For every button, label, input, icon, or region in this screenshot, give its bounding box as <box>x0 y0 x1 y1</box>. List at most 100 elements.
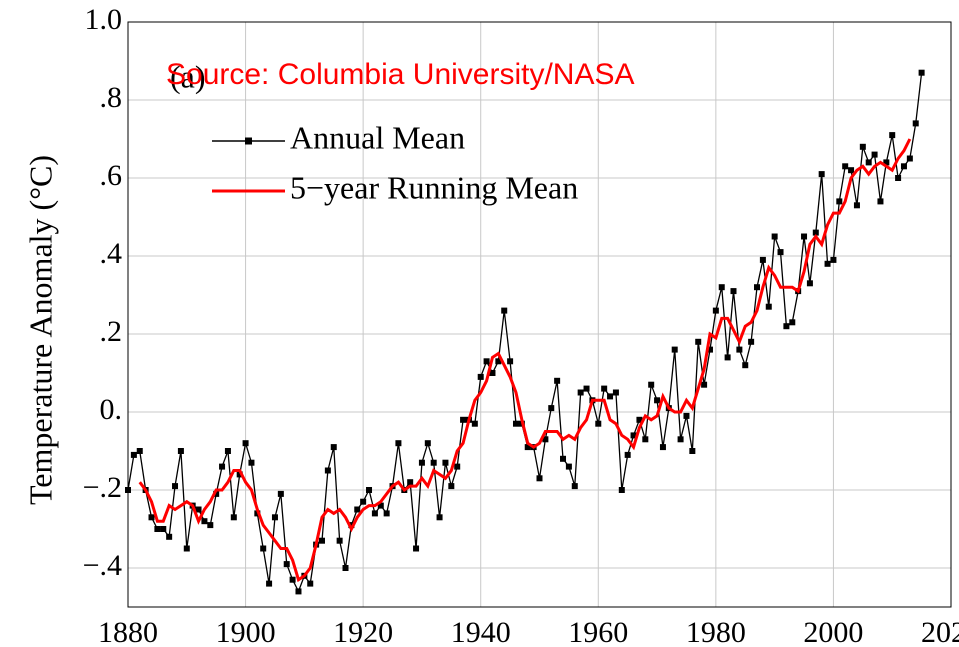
data-point <box>460 416 467 423</box>
data-point <box>495 358 502 365</box>
data-point <box>642 436 649 443</box>
data-point <box>789 319 796 326</box>
data-point <box>207 522 214 529</box>
data-point <box>342 565 349 571</box>
data-point <box>377 502 384 509</box>
data-point <box>818 171 825 178</box>
y-tick-label: .2 <box>100 315 123 348</box>
data-point <box>318 537 325 544</box>
data-point <box>759 256 766 263</box>
legend-label: Annual Mean <box>290 119 465 155</box>
data-point <box>842 163 849 170</box>
data-point <box>900 163 907 170</box>
data-point <box>524 444 531 451</box>
data-point <box>442 459 449 466</box>
data-point <box>601 385 608 392</box>
legend-marker <box>245 137 252 145</box>
data-point <box>712 307 719 314</box>
legend-label: 5−year Running Mean <box>290 169 578 205</box>
data-point <box>489 370 496 376</box>
data-point <box>172 483 179 490</box>
y-tick-label: −.4 <box>83 549 122 582</box>
data-point <box>219 463 226 470</box>
data-point <box>407 479 414 486</box>
data-point <box>471 420 478 427</box>
data-point <box>160 526 167 532</box>
data-point <box>536 475 543 482</box>
data-point <box>295 588 302 595</box>
data-point <box>618 487 625 493</box>
data-point <box>271 514 278 521</box>
data-point <box>330 444 337 451</box>
data-point <box>577 389 584 396</box>
data-point <box>801 233 808 240</box>
data-point <box>730 288 737 295</box>
data-point <box>560 455 567 462</box>
data-point <box>436 514 443 521</box>
data-point <box>448 483 455 490</box>
data-point <box>213 490 220 497</box>
data-point <box>777 249 784 256</box>
data-point <box>771 233 778 240</box>
data-point <box>853 202 860 209</box>
data-point <box>830 256 837 263</box>
y-axis-label: Temperature Anomaly (°C) <box>22 155 58 505</box>
x-tick-label: 1940 <box>451 616 511 647</box>
data-point <box>148 514 155 521</box>
data-point <box>512 420 519 427</box>
data-point <box>201 518 208 525</box>
data-point <box>648 381 655 388</box>
data-point <box>324 467 331 474</box>
data-point <box>154 526 161 532</box>
data-point <box>689 448 696 454</box>
y-tick-label: .6 <box>100 159 123 192</box>
data-point <box>130 451 137 458</box>
data-point <box>736 346 743 353</box>
data-point <box>548 405 555 412</box>
data-point <box>266 580 273 587</box>
data-point <box>595 420 602 427</box>
data-point <box>136 448 143 454</box>
data-point <box>724 354 731 361</box>
panel-label: (a) <box>170 58 206 94</box>
data-point <box>195 506 202 513</box>
data-point <box>612 389 619 396</box>
data-point <box>395 440 402 447</box>
data-point <box>571 483 578 490</box>
data-point <box>307 580 314 587</box>
data-point <box>683 412 690 419</box>
data-point <box>624 451 631 458</box>
data-point <box>242 440 249 447</box>
data-point <box>659 444 666 451</box>
series-line <box>138 138 912 583</box>
data-point <box>748 338 755 345</box>
y-tick-label: .4 <box>100 237 123 270</box>
data-point <box>706 346 713 353</box>
y-tick-label: −.2 <box>83 471 122 504</box>
data-point <box>166 533 173 540</box>
x-tick-label: 1900 <box>216 616 276 647</box>
data-point <box>836 198 843 205</box>
data-point <box>348 522 355 529</box>
data-point <box>177 448 184 454</box>
data-point <box>848 167 855 174</box>
source-annotation: Source: Columbia University/NASA <box>166 58 635 91</box>
data-point <box>783 323 790 330</box>
data-point <box>812 229 819 236</box>
x-tick-label: 2000 <box>803 616 863 647</box>
data-point <box>371 510 378 517</box>
data-point <box>630 432 637 439</box>
data-point <box>583 385 590 392</box>
data-point <box>424 440 431 447</box>
x-tick-label: 2020 <box>921 616 959 647</box>
data-point <box>383 510 390 517</box>
plot-frame <box>127 21 952 608</box>
data-point <box>654 397 661 404</box>
data-point <box>677 436 684 443</box>
data-point <box>277 490 284 497</box>
data-point <box>871 151 878 158</box>
data-point <box>742 362 749 369</box>
data-point <box>636 416 643 423</box>
data-point <box>865 159 872 166</box>
